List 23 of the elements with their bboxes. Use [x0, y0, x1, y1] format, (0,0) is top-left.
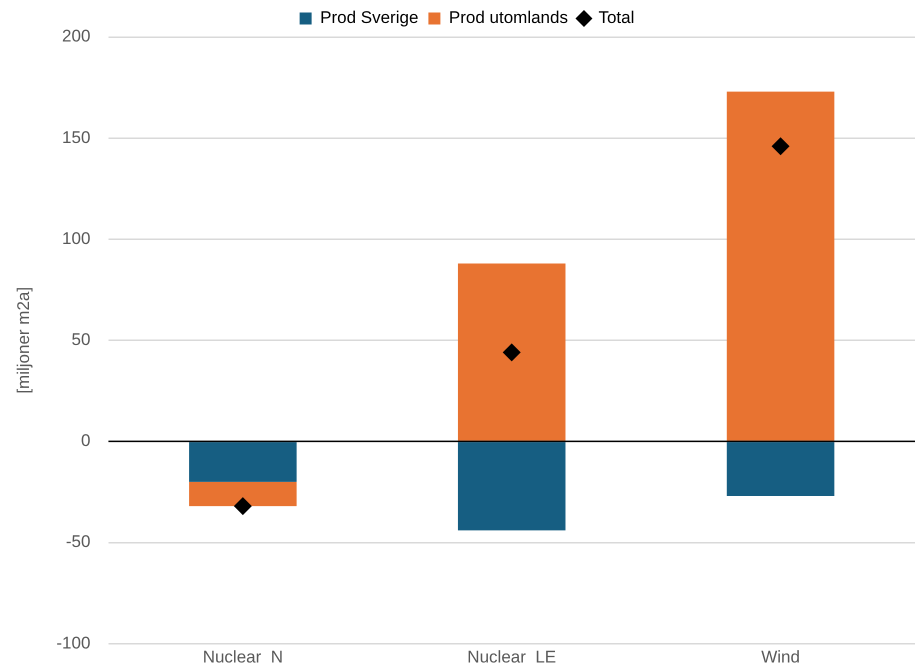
y-tick-label: 100 — [62, 228, 90, 248]
point — [772, 137, 790, 156]
bar — [189, 442, 297, 482]
y-tick-label: 150 — [62, 128, 90, 147]
x-tick-label: Nuclear LE — [467, 647, 556, 666]
legend-label: Prod Sverige — [320, 8, 418, 28]
bar — [726, 442, 834, 496]
bar — [458, 263, 566, 441]
y-tick-label: -50 — [66, 532, 90, 552]
bar — [189, 482, 297, 506]
legend-label: Prod utomlands — [448, 8, 568, 28]
point — [502, 343, 521, 362]
legend-label: Total — [598, 8, 634, 28]
x-tick-label: Wind — [761, 647, 800, 666]
x-tick-label: Nuclear N — [202, 647, 284, 666]
point — [234, 497, 252, 516]
y-tick-label: 50 — [72, 330, 90, 349]
y-tick-label: 200 — [62, 26, 90, 46]
bar — [726, 92, 834, 441]
y-tick-label: -100 — [56, 633, 90, 652]
bar — [458, 442, 566, 530]
y-tick-label: 0 — [80, 431, 90, 450]
y-axis-title: [miljoner m2a] — [14, 286, 33, 394]
